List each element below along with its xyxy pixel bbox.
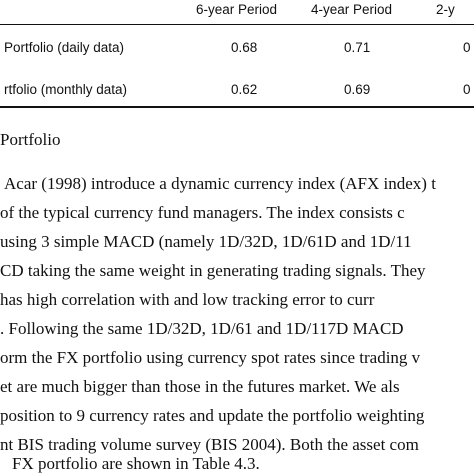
column-header-6-year: 6-year Period [196, 2, 278, 17]
table-header-rule [0, 24, 474, 25]
paragraph-line: position to 9 currency rates and update … [0, 406, 425, 425]
paragraph-line: et are much bigger than those in the fut… [0, 377, 400, 396]
column-header-2-year: 2-y [436, 2, 455, 17]
cell-daily-4-year: 0.71 [344, 40, 371, 55]
section-heading: Portfolio [0, 130, 61, 149]
paragraph-line: has high correlation with and low tracki… [0, 290, 375, 309]
paragraph-line: using 3 simple MACD (namely 1D/32D, 1D/6… [0, 232, 412, 251]
row-label-monthly: rtfolio (monthly data) [4, 82, 128, 97]
cell-daily-6-year: 0.68 [231, 40, 258, 55]
row-label-daily: Portfolio (daily data) [4, 40, 125, 55]
table-bottom-rule [0, 106, 474, 108]
cell-monthly-2-year: 0 [463, 82, 471, 97]
cell-monthly-4-year: 0.69 [344, 82, 371, 97]
paragraph-line: FX portfolio are shown in Table 4.3. [12, 454, 260, 473]
paragraph-line: Acar (1998) introduce a dynamic currency… [4, 174, 436, 193]
column-header-4-year: 4-year Period [311, 2, 393, 17]
paragraph-line: . Following the same 1D/32D, 1D/61 and 1… [0, 319, 404, 338]
paragraph-line: nt BIS trading volume survey (BIS 2004).… [0, 435, 419, 454]
cell-daily-2-year: 0 [463, 40, 471, 55]
cell-monthly-6-year: 0.62 [231, 82, 258, 97]
summary-table: 6-year Period 4-year Period 2-y Portfoli… [0, 0, 474, 110]
paragraph-line: orm the FX portfolio using currency spot… [0, 348, 421, 367]
paragraph-line: of the typical currency fund managers. T… [0, 203, 405, 222]
paragraph-line: CD taking the same weight in generating … [0, 261, 426, 280]
